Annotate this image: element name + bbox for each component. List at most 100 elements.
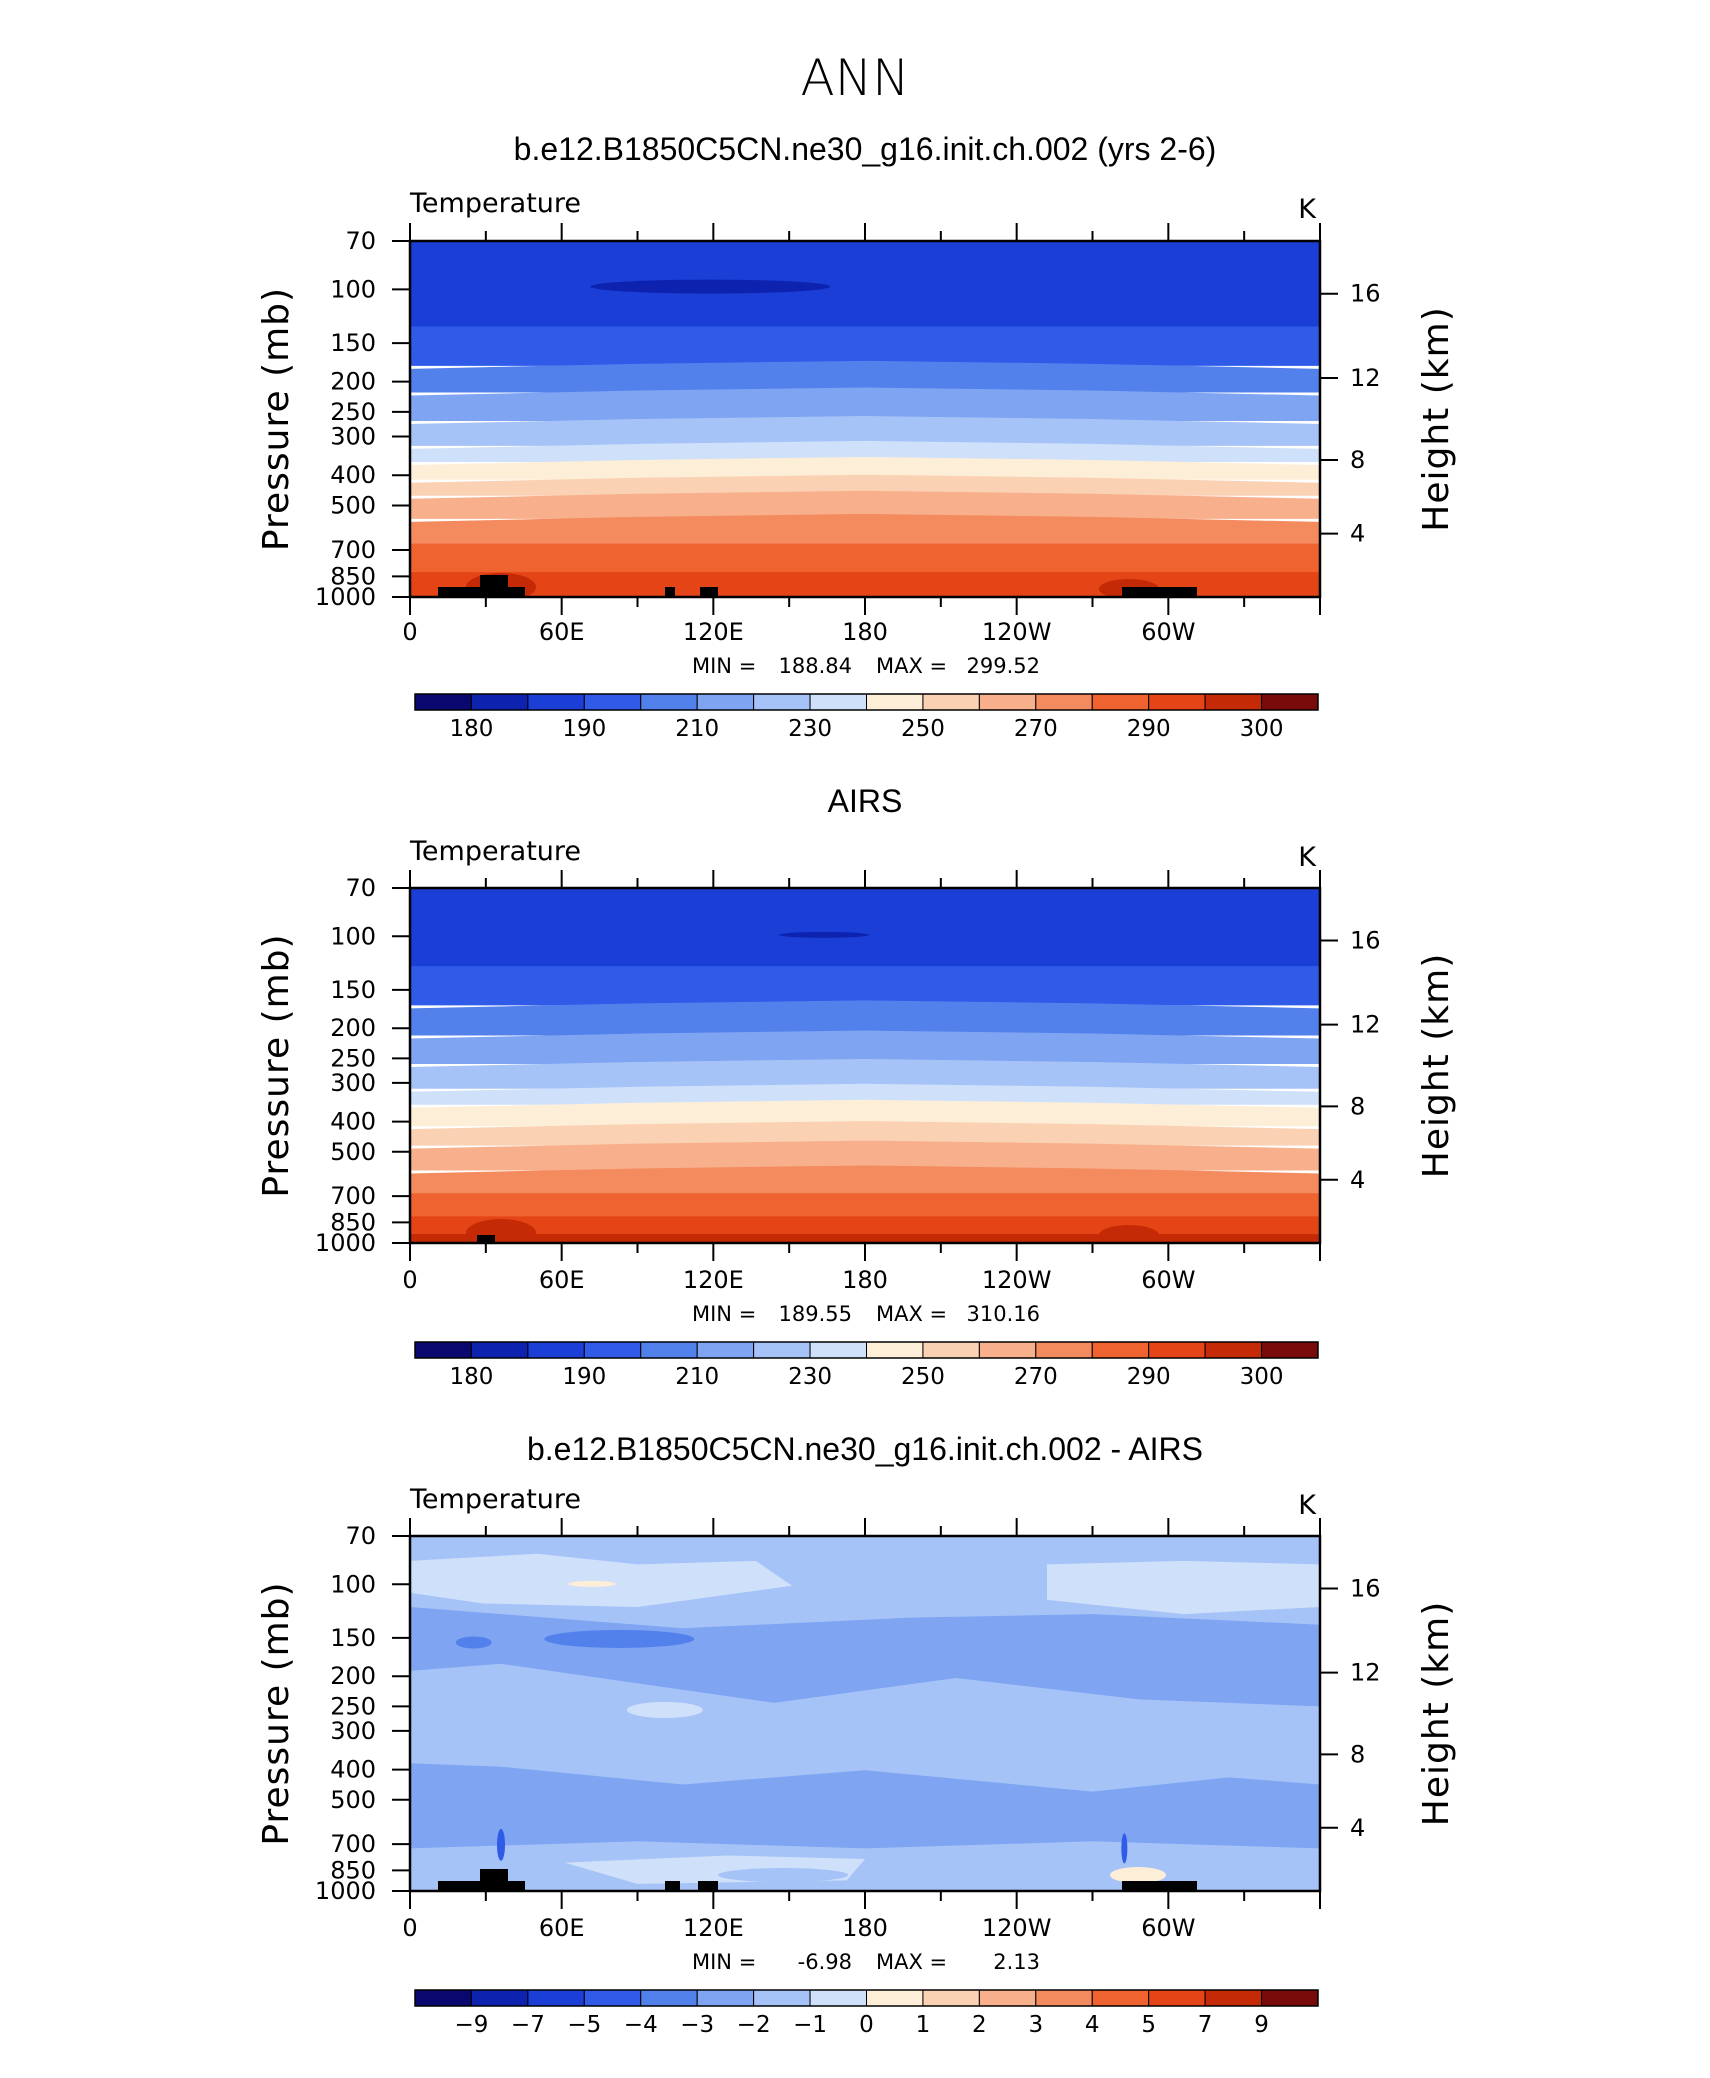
colorbar-swatch (583, 693, 642, 711)
colorbar-label: 300 (1240, 716, 1284, 742)
x-tick-label: 60E (539, 1914, 585, 1942)
max-label: MAX = (876, 654, 947, 678)
colorbar-label: −7 (511, 2012, 545, 2038)
terrain-mask (700, 587, 718, 597)
colorbar-label: 230 (788, 1364, 832, 1390)
max-value: 299.52 (967, 654, 1040, 678)
cold-region (1121, 1833, 1128, 1864)
y-right-tick-label: 12 (1350, 1659, 1381, 1687)
panel-2: AIRS Temperature K 0 60E 120E 180 120W 60W 70 100 1… (256, 783, 1457, 1390)
colorbar-swatch (1261, 693, 1319, 711)
y-axis-title: Pressure (mb) (256, 1581, 297, 1845)
terrain-mask (438, 587, 488, 597)
y-right-tick-label: 16 (1350, 280, 1381, 308)
colorbar: 180 190 210 230 250 270 290 300 (414, 693, 1319, 742)
colorbar-swatch (1035, 1989, 1093, 2007)
y-tick-label: 1000 (315, 1877, 376, 1905)
units-label: K (1298, 842, 1317, 873)
contour-band (410, 1763, 1320, 1849)
y-tick-label: 100 (330, 1570, 376, 1598)
contour-band (410, 572, 1320, 597)
x-tick-label: 60W (1141, 1914, 1195, 1942)
contour-band (410, 1121, 1320, 1146)
colorbar-swatch (1261, 1989, 1319, 2007)
terrain-mask (505, 1881, 525, 1891)
y-tick-label: 700 (330, 1182, 376, 1210)
x-tick-label: 180 (842, 1914, 888, 1942)
colorbar-swatch (978, 1989, 1037, 2007)
colorbar-label: 190 (562, 716, 606, 742)
colorbar-label: −4 (624, 2012, 658, 2038)
colorbar-swatch (1148, 1341, 1206, 1359)
y-right-tick-label: 4 (1350, 520, 1365, 548)
variable-label: Temperature (409, 1484, 581, 1515)
colorbar-swatch (527, 1341, 585, 1359)
max-label: MAX = (876, 1950, 947, 1974)
terrain-mask (1122, 587, 1197, 597)
colorbar-swatch (1204, 693, 1263, 711)
y-right-tick-label: 8 (1350, 1740, 1365, 1768)
y-tick-label: 250 (330, 398, 376, 426)
colorbar-label: −9 (454, 2012, 488, 2038)
colorbar-swatch (809, 1989, 867, 2007)
contour-band (410, 440, 1320, 462)
contour-band (410, 1140, 1320, 1171)
y-tick-label: 850 (330, 1856, 376, 1884)
colorbar-swatch (922, 693, 980, 711)
warm-region (626, 1701, 703, 1718)
y-tick-label: 1000 (315, 1229, 376, 1257)
terrain-mask (665, 1881, 680, 1891)
y-right-tick-label: 4 (1350, 1814, 1365, 1842)
colorbar-label: 290 (1127, 716, 1171, 742)
colorbar-swatch (1204, 1989, 1263, 2007)
y-tick-label: 250 (330, 1044, 376, 1072)
min-label: MIN = (692, 1302, 756, 1326)
x-tick-label: 0 (402, 1266, 417, 1294)
contour-band (410, 1030, 1320, 1064)
x-tick-label: 60W (1141, 1266, 1195, 1294)
y-right-tick-label: 8 (1350, 446, 1365, 474)
y-right-tick-label: 4 (1350, 1166, 1365, 1194)
colorbar-swatch (470, 1989, 529, 2007)
contour-band (410, 416, 1320, 446)
max-value: 2.13 (993, 1950, 1040, 1974)
x-tick-label: 120E (683, 1266, 744, 1294)
x-tick-label: 120E (683, 618, 744, 646)
colorbar: 180 190 210 230 250 270 290 300 (414, 1341, 1319, 1390)
contour-band (410, 888, 1320, 969)
y-tick-label: 400 (330, 461, 376, 489)
contour-band (410, 456, 1320, 480)
colorbar-label: 190 (562, 1364, 606, 1390)
colorbar-frame (414, 693, 1319, 711)
x-tick-label: 180 (842, 1266, 888, 1294)
y-axis-title-right: Height (km) (1416, 1601, 1457, 1826)
colorbar-swatch (978, 1341, 1037, 1359)
colorbar-label: 300 (1240, 1364, 1284, 1390)
colorbar-label: 290 (1127, 1364, 1171, 1390)
colorbar-swatch (527, 1989, 585, 2007)
panel-1: b.e12.B1850C5CN.ne30_g16.init.ch.002 (yr… (256, 131, 1457, 742)
x-tick-label: 60W (1141, 618, 1195, 646)
max-value: 310.16 (967, 1302, 1040, 1326)
colorbar-swatch (414, 1341, 472, 1359)
contour-band (410, 1058, 1320, 1089)
colorbar-swatch (1035, 1341, 1093, 1359)
contour-band (410, 1099, 1320, 1127)
x-tick-label: 60E (539, 1266, 585, 1294)
contour-band (410, 1193, 1320, 1219)
colorbar-frame (414, 1341, 1319, 1359)
warm-region (1098, 1225, 1159, 1243)
colorbar-swatch (809, 1341, 867, 1359)
y-tick-label: 850 (330, 562, 376, 590)
y-right-tick-label: 8 (1350, 1092, 1365, 1120)
y-tick-label: 500 (330, 492, 376, 520)
y-axis-title-right: Height (km) (1416, 306, 1457, 531)
warm-region (1110, 1867, 1166, 1884)
contour-band (718, 1868, 849, 1883)
colorbar-swatch (1204, 1341, 1263, 1359)
terrain-mask (505, 587, 525, 597)
min-value: 188.84 (779, 654, 852, 678)
y-axis-title: Pressure (mb) (256, 933, 297, 1197)
y-tick-label: 300 (330, 422, 376, 450)
